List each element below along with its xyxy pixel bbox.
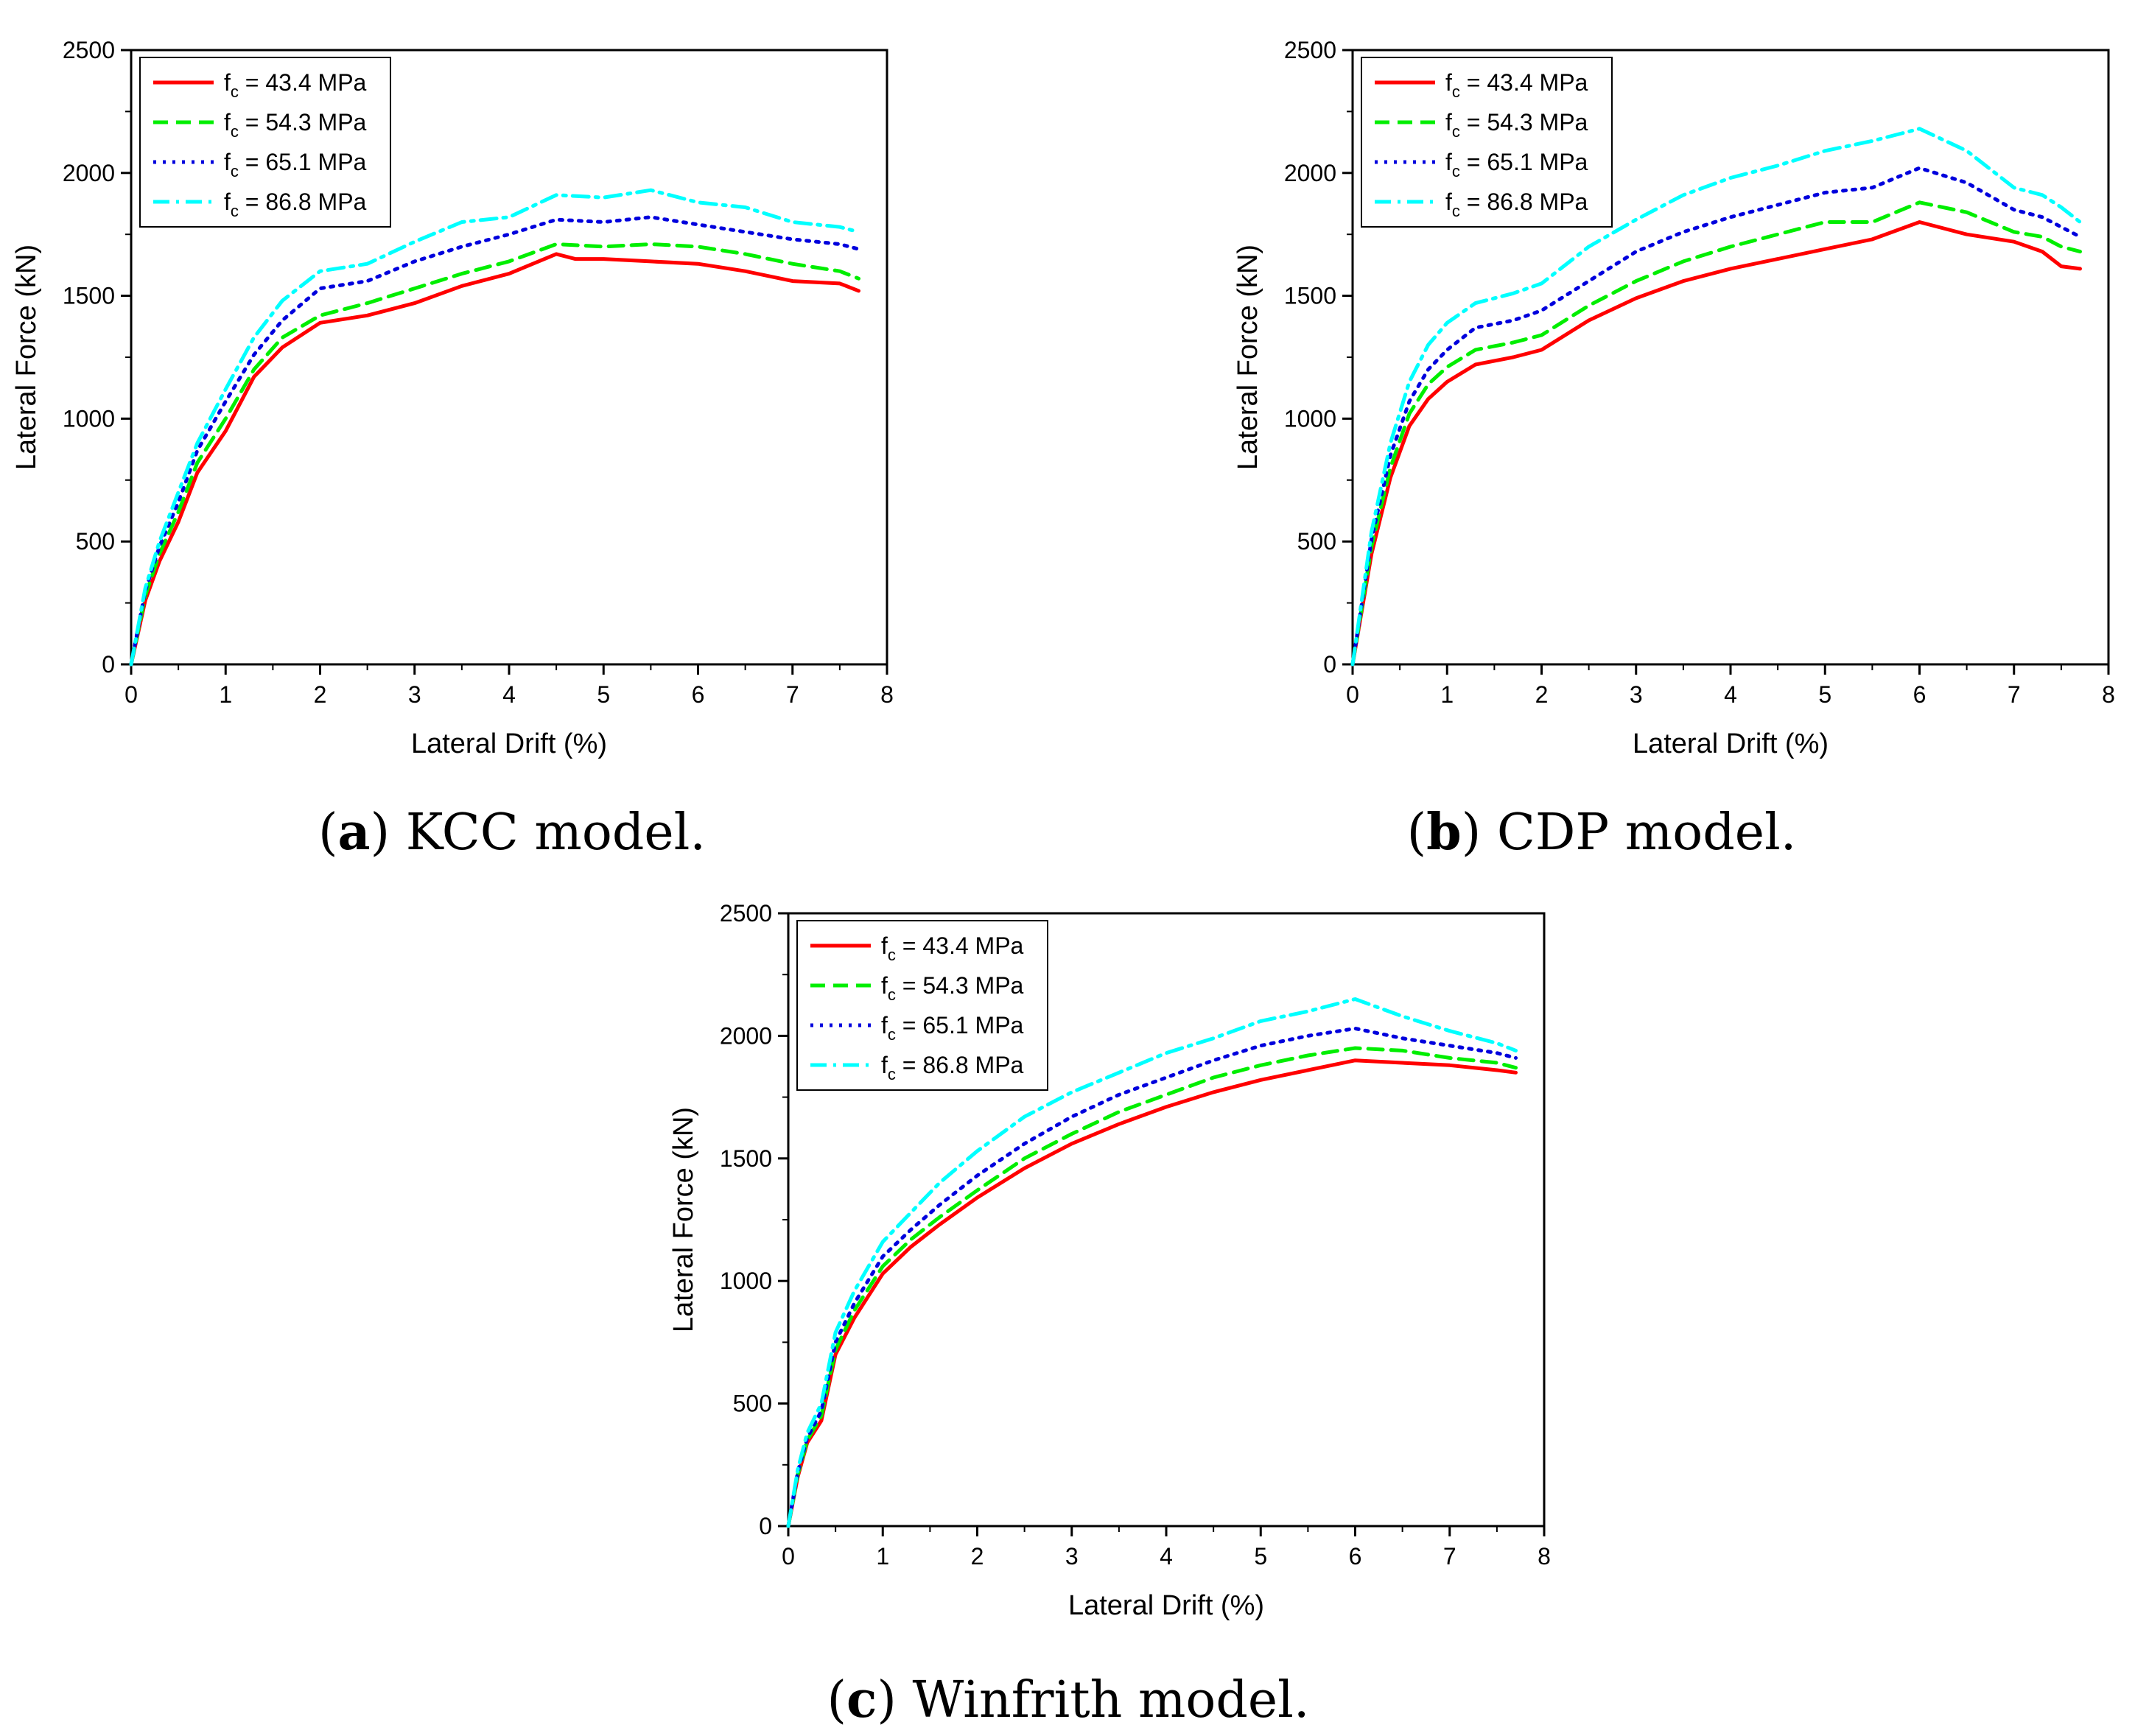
y-tick-label: 2500	[1284, 37, 1336, 63]
series-line-4	[1350, 127, 2082, 667]
x-tick-label: 8	[880, 681, 894, 708]
x-tick-label: 0	[125, 681, 138, 708]
chart-kcc: 0 1 2 3 4 5 6 7 8 0 500 1000 1500 2000 2500 Lateral Dri…	[11, 37, 894, 759]
series-line-4	[129, 188, 860, 667]
legend-label-3: fc = 65.1 MPa	[224, 149, 367, 180]
y-axis-label: Lateral Force (kN)	[668, 1107, 699, 1332]
x-tick-label: 7	[1443, 1543, 1456, 1570]
x-tick-label: 1	[219, 681, 232, 708]
x-tick-label: 0	[1346, 681, 1359, 708]
x-tick-label: 1	[876, 1543, 889, 1570]
legend-label-3: fc = 65.1 MPa	[881, 1012, 1024, 1044]
series-line-3	[1350, 166, 2082, 667]
series-line-2	[786, 1046, 1518, 1528]
caption-text: ) CDP model.	[1461, 804, 1797, 862]
y-tick-label: 1500	[63, 283, 115, 309]
x-tick-label: 2	[1535, 681, 1549, 708]
caption-text: ) KCC model.	[370, 804, 706, 862]
y-tick-label: 2000	[63, 160, 115, 186]
x-tick-label: 8	[2102, 681, 2115, 708]
x-axis-label: Lateral Drift (%)	[1068, 1590, 1264, 1621]
y-tick-label: 2500	[720, 900, 772, 927]
legend-label-4: fc = 86.8 MPa	[1445, 189, 1588, 220]
y-axis-label: Lateral Force (kN)	[1233, 245, 1263, 470]
caption-letter: b	[1426, 803, 1462, 862]
legend-box	[796, 920, 1048, 1091]
chart-winfrith: 0 1 2 3 4 5 6 7 8 0 500 1000 1500 2000 2500 Lateral Dri…	[668, 900, 1551, 1621]
x-tick-label: 3	[1065, 1543, 1079, 1570]
caption-letter: c	[846, 1670, 877, 1729]
x-tick-label: 3	[408, 681, 421, 708]
x-tick-label: 2	[314, 681, 327, 708]
x-tick-label: 3	[1630, 681, 1643, 708]
x-tick-label: 4	[1724, 681, 1737, 708]
x-tick-label: 7	[786, 681, 799, 708]
y-tick-label: 500	[76, 528, 115, 555]
x-tick-label: 0	[782, 1543, 795, 1570]
y-tick-label: 0	[759, 1513, 772, 1539]
series-line-2	[129, 242, 860, 667]
x-tick-label: 2	[971, 1543, 984, 1570]
legend-label-2: fc = 54.3 MPa	[224, 109, 367, 141]
y-tick-label: 0	[102, 651, 115, 678]
x-tick-label: 5	[597, 681, 610, 708]
x-tick-label: 5	[1254, 1543, 1267, 1570]
y-tick-label: 1500	[720, 1145, 772, 1172]
series-line-1	[1350, 220, 2082, 667]
y-tick-label: 1000	[1284, 405, 1336, 432]
series-line-2	[1350, 200, 2082, 667]
y-tick-label: 500	[733, 1391, 772, 1417]
caption-b: (b) CDP model.	[1406, 803, 1797, 862]
x-axis-label: Lateral Drift (%)	[1633, 728, 1829, 759]
legend-label-1: fc = 43.4 MPa	[224, 69, 367, 101]
caption-c: (c) Winfrith model.	[827, 1670, 1310, 1729]
legend-label-3: fc = 65.1 MPa	[1445, 149, 1588, 180]
legend-label-2: fc = 54.3 MPa	[881, 972, 1024, 1004]
y-tick-label: 2500	[63, 37, 115, 63]
y-tick-label: 1000	[720, 1268, 772, 1294]
legend-box	[1361, 57, 1613, 228]
x-tick-label: 1	[1440, 681, 1454, 708]
y-tick-label: 2000	[720, 1022, 772, 1049]
y-tick-label: 500	[1297, 528, 1336, 555]
caption-text: ) Winfrith model.	[877, 1671, 1310, 1729]
y-tick-label: 1000	[63, 405, 115, 432]
x-tick-label: 6	[1913, 681, 1927, 708]
legend-box	[139, 57, 391, 228]
chart-cdp: 0 1 2 3 4 5 6 7 8 0 500 1000 1500 2000 2500 Lateral Dri…	[1233, 37, 2115, 759]
series-line-3	[129, 215, 860, 667]
series-line-1	[129, 252, 860, 667]
x-tick-label: 7	[2008, 681, 2021, 708]
legend-label-1: fc = 43.4 MPa	[1445, 69, 1588, 101]
x-tick-label: 4	[1160, 1543, 1173, 1570]
x-tick-label: 6	[1349, 1543, 1362, 1570]
y-tick-label: 0	[1323, 651, 1336, 678]
x-tick-label: 8	[1538, 1543, 1551, 1570]
x-tick-label: 5	[1818, 681, 1831, 708]
legend-label-2: fc = 54.3 MPa	[1445, 109, 1588, 141]
caption-letter: a	[337, 803, 371, 862]
legend-label-4: fc = 86.8 MPa	[224, 189, 367, 220]
series-line-4	[786, 997, 1518, 1528]
y-tick-label: 1500	[1284, 283, 1336, 309]
legend-label-1: fc = 43.4 MPa	[881, 932, 1024, 964]
y-axis-label: Lateral Force (kN)	[11, 245, 42, 470]
series-line-1	[786, 1058, 1518, 1528]
y-tick-label: 2000	[1284, 160, 1336, 186]
x-tick-label: 4	[502, 681, 516, 708]
series-line-3	[786, 1026, 1518, 1528]
x-axis-label: Lateral Drift (%)	[411, 728, 607, 759]
x-tick-label: 6	[692, 681, 705, 708]
legend-label-4: fc = 86.8 MPa	[881, 1052, 1024, 1083]
caption-a: (a) KCC model.	[318, 803, 706, 862]
